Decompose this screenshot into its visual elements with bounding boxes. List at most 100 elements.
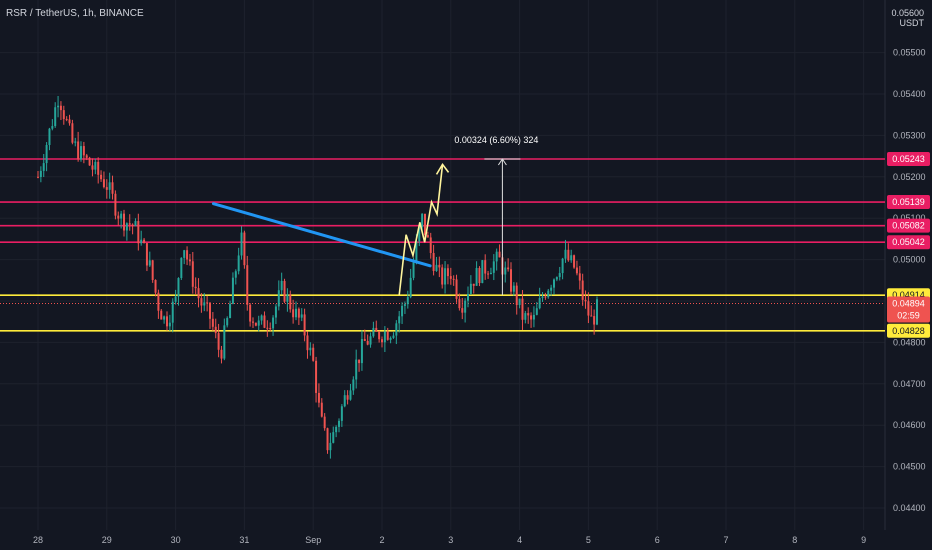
candle-body (538, 298, 541, 309)
x-tick-label: 29 (102, 535, 112, 545)
candle-body (80, 146, 82, 160)
measure-arrowhead (497, 158, 507, 166)
candle-body (424, 213, 426, 236)
candle-body (421, 213, 424, 228)
candle-body (550, 287, 553, 291)
candle-body (254, 322, 257, 326)
candle-body (274, 306, 277, 318)
candle-body (355, 359, 358, 380)
candle-body (240, 232, 243, 256)
level-badge-label: 0.04828 (892, 326, 925, 336)
horizontal-levels (0, 158, 885, 332)
candle-body (489, 272, 492, 275)
candle-body (564, 249, 567, 259)
candle-body (125, 223, 128, 231)
candle-body (234, 271, 237, 278)
projection-path[interactable] (398, 164, 444, 296)
candle-body (111, 182, 114, 194)
candle-body (541, 296, 544, 299)
candle-body (512, 285, 515, 292)
candle-body (418, 227, 421, 242)
candle-body (289, 294, 292, 310)
candle-body (573, 255, 576, 268)
candle-body (280, 280, 283, 291)
candle-body (343, 395, 346, 407)
candle-body (432, 252, 435, 271)
candle-body (269, 328, 272, 330)
candle-body (283, 280, 286, 302)
candle-body (521, 298, 524, 320)
candle-body (77, 141, 80, 160)
candle-body (383, 331, 386, 343)
candle-body (458, 298, 461, 309)
candle-body (154, 279, 157, 293)
candle-body (157, 292, 160, 311)
candle-body (378, 331, 381, 340)
candle-body (369, 336, 372, 345)
candle-body (188, 259, 191, 262)
candle-body (312, 347, 315, 361)
candle-body (62, 110, 65, 120)
candle-body (581, 280, 584, 300)
candle-body (401, 305, 404, 317)
level-badge-label: 0.04914 (892, 290, 925, 300)
candle-body (498, 251, 501, 258)
candle-body (426, 235, 429, 238)
candle-body (108, 182, 111, 190)
candle-body (252, 321, 254, 323)
candle-body (186, 250, 189, 260)
candle-body (168, 322, 171, 327)
candle-body (206, 302, 209, 304)
candle-body (200, 298, 203, 306)
candle-body (449, 276, 452, 279)
candle-body (326, 428, 329, 451)
candle-body (180, 257, 183, 279)
y-tick-label: 0.04400 (893, 503, 926, 513)
candle-body (306, 335, 309, 351)
candle-body (131, 224, 134, 227)
candle-body (177, 278, 180, 297)
candle-body (567, 249, 570, 261)
symbol-title[interactable]: RSR / TetherUS, 1h, BINANCE (6, 8, 144, 19)
candle-body (292, 309, 295, 318)
candle-body (217, 333, 220, 350)
candle-body (209, 302, 211, 319)
trend-line[interactable] (211, 202, 432, 268)
candle-body (372, 327, 375, 337)
candle-body (257, 320, 260, 326)
candle-body (68, 119, 71, 124)
candle-body (395, 323, 398, 336)
candle-body (507, 267, 510, 270)
candle-body (532, 314, 535, 320)
candle-body (441, 267, 444, 285)
candle-body (102, 179, 105, 188)
candle-body (352, 379, 355, 391)
candle-body (145, 243, 148, 266)
x-tick-label: Sep (305, 535, 321, 545)
candle-body (504, 267, 507, 275)
candle-body (277, 290, 280, 307)
candle-body (39, 170, 42, 177)
candle-body (303, 314, 306, 336)
candle-body (535, 308, 538, 315)
candle-body (530, 315, 533, 320)
candle-body (134, 221, 137, 227)
time-axis: 28 29 30 31 Sep 2 3 4 5 6 7 8 9 (33, 535, 866, 545)
candle-body (349, 390, 352, 400)
candle-body (495, 251, 498, 262)
candle-body (570, 255, 573, 261)
last-price-label: 0.04894 (892, 298, 925, 308)
candle-body (171, 301, 174, 323)
candle-body (515, 285, 518, 306)
candle-body (487, 273, 490, 275)
y-tick-label: 0.05400 (893, 89, 926, 99)
candle-body (214, 326, 217, 334)
candle-body (553, 279, 555, 288)
x-tick-label: 8 (792, 535, 797, 545)
candle-body (555, 277, 558, 280)
y-tick-label: 0.04800 (893, 337, 926, 347)
candle-body (590, 315, 593, 317)
y-tick-label: 0.04500 (893, 462, 926, 472)
currency-top-tick: 0.05600 (891, 8, 924, 18)
